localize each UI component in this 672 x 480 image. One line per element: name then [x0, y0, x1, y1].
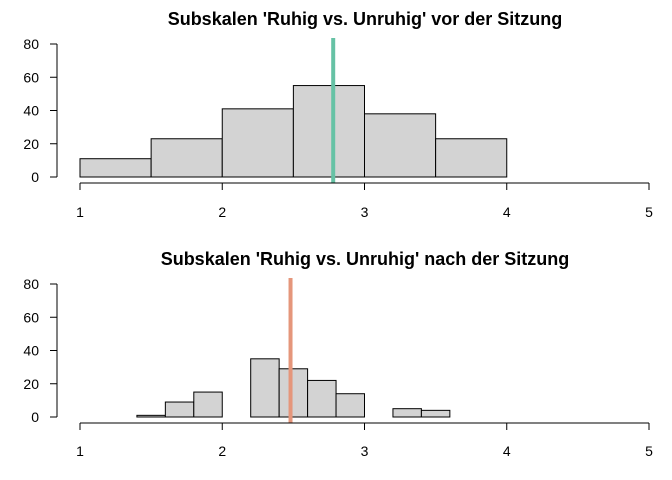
histogram-bar	[250, 358, 280, 418]
histogram-bar	[307, 379, 337, 418]
y-tick-label: 20	[23, 136, 39, 152]
histogram-bar	[193, 391, 223, 418]
y-axis: 0 20 40 60 80	[23, 36, 58, 185]
y-tick-label: 0	[31, 409, 39, 425]
histogram-bar	[292, 85, 365, 178]
histogram-panel-after: Subskalen 'Ruhig vs. Unruhig' nach der S…	[23, 249, 653, 459]
histogram-bar	[150, 138, 223, 178]
y-tick-label: 40	[23, 343, 39, 359]
x-tick-label: 4	[503, 443, 511, 459]
x-tick-label: 3	[361, 443, 369, 459]
y-tick-label: 0	[31, 169, 39, 185]
x-tick-label: 2	[218, 443, 226, 459]
y-tick-label: 60	[23, 309, 39, 325]
histogram-panel-before: Subskalen 'Ruhig vs. Unruhig' vor der Si…	[23, 9, 653, 220]
x-tick-label: 1	[76, 204, 84, 220]
x-axis: 1 2 3 4 5	[76, 182, 653, 220]
bars-group	[79, 85, 508, 178]
x-axis: 1 2 3 4 5	[76, 422, 653, 459]
x-tick-label: 4	[503, 204, 511, 220]
y-axis: 0 20 40 60 80	[23, 276, 58, 425]
histogram-bar	[392, 408, 422, 418]
histogram-bar	[420, 409, 451, 418]
histogram-bar	[164, 401, 195, 418]
y-tick-label: 40	[23, 103, 39, 119]
histogram-bar	[221, 108, 294, 178]
histogram-bar	[79, 158, 152, 178]
histogram-bar	[278, 368, 309, 418]
y-tick-label: 80	[23, 36, 39, 52]
y-tick-label: 60	[23, 69, 39, 85]
histogram-bar	[136, 414, 166, 418]
y-tick-label: 80	[23, 276, 39, 292]
x-tick-label: 5	[645, 443, 653, 459]
histogram-bar	[364, 113, 437, 178]
chart-title: Subskalen 'Ruhig vs. Unruhig' vor der Si…	[168, 9, 563, 29]
histogram-bar	[335, 393, 365, 418]
x-tick-label: 1	[76, 443, 84, 459]
x-tick-label: 2	[218, 204, 226, 220]
bars-group	[136, 358, 451, 418]
x-tick-label: 3	[361, 204, 369, 220]
x-tick-label: 5	[645, 204, 653, 220]
histogram-bar	[435, 138, 508, 178]
chart-title: Subskalen 'Ruhig vs. Unruhig' nach der S…	[161, 249, 570, 269]
y-tick-label: 20	[23, 376, 39, 392]
